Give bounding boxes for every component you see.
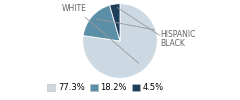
Wedge shape — [110, 4, 120, 41]
Text: BLACK: BLACK — [117, 8, 185, 48]
Text: WHITE: WHITE — [62, 4, 139, 63]
Text: HISPANIC: HISPANIC — [97, 19, 196, 39]
Wedge shape — [83, 4, 157, 78]
Legend: 77.3%, 18.2%, 4.5%: 77.3%, 18.2%, 4.5% — [44, 80, 167, 96]
Wedge shape — [83, 5, 120, 41]
